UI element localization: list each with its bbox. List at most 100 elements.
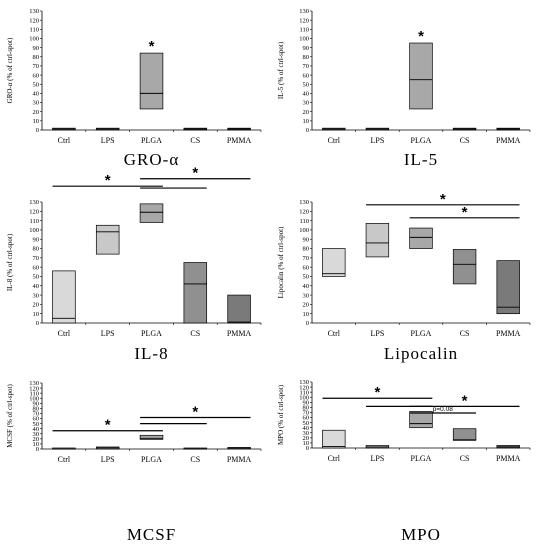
y-tick-label: 50 (33, 274, 40, 281)
y-tick-label: 130 (299, 8, 309, 15)
significance-star: * (192, 404, 198, 421)
y-tick-label: 50 (33, 421, 40, 428)
y-tick-label: 80 (303, 54, 310, 61)
y-tick-label: 90 (303, 236, 310, 243)
y-tick-label: 100 (299, 227, 309, 234)
y-tick-label: 80 (33, 246, 40, 253)
box-lps (95, 224, 120, 255)
y-tick-label: 90 (33, 45, 40, 52)
y-tick-label: 120 (29, 17, 39, 24)
y-tick-label: 40 (303, 91, 310, 98)
y-tick-label: 10 (33, 441, 40, 448)
y-tick-label: 90 (33, 236, 40, 243)
y-tick-label: 60 (33, 72, 40, 79)
y-tick-label: 20 (33, 302, 40, 309)
y-tick-label: 50 (33, 81, 40, 88)
x-tick-label: Ctrl (328, 454, 341, 463)
y-tick-label: 40 (33, 91, 40, 98)
y-tick-label: 120 (299, 384, 309, 391)
significance-star: * (105, 417, 111, 434)
y-tick-label: 10 (303, 118, 310, 125)
significance-star: * (418, 28, 424, 45)
box-plga (139, 434, 164, 440)
chart-title: IL-8 (134, 344, 168, 363)
y-tick-label: 110 (29, 27, 39, 34)
box-pmma (496, 260, 520, 315)
box-plga (409, 42, 433, 110)
y-tick-label: 40 (303, 425, 310, 432)
significance-star: * (374, 384, 380, 401)
y-tick-label: 60 (303, 72, 310, 79)
y-tick-label: 30 (303, 100, 310, 107)
box-ctrl (322, 248, 346, 277)
y-tick-label: 80 (303, 246, 310, 253)
box-cs (452, 428, 477, 441)
y-tick-label: 100 (299, 36, 309, 43)
chart-panel-3: 0 10 20 30 40 50 60 70 80 90 100 110 120 130 IL-8 (% o… (6, 165, 262, 363)
x-tick-label: Ctrl (58, 136, 71, 145)
y-tick-label: 40 (33, 283, 40, 290)
y-tick-label: 30 (33, 431, 40, 438)
chart-title: MCSF (127, 525, 176, 544)
x-tick-label: Ctrl (328, 329, 341, 338)
y-tick-label: 60 (303, 415, 310, 422)
box-plga (139, 52, 164, 110)
y-tick-label: 80 (33, 406, 40, 413)
box-plga (409, 227, 433, 249)
y-tick-label: 60 (33, 416, 40, 423)
box-pmma (227, 294, 251, 324)
y-tick-label: 10 (33, 118, 40, 125)
significance-star: * (462, 204, 468, 221)
y-tick-label: 130 (29, 380, 39, 387)
y-axis-label: MPO (% of ctrl-spot) (277, 384, 285, 445)
y-tick-label: 90 (303, 45, 310, 52)
y-tick-label: 130 (29, 199, 39, 206)
y-tick-label: 70 (33, 411, 40, 418)
x-tick-label: PMMA (227, 136, 252, 145)
chart-title: MPO (401, 525, 441, 544)
y-axis-label: MCSF (% of ctrl-spot) (6, 384, 14, 448)
y-tick-label: 30 (303, 292, 310, 299)
y-tick-label: 120 (299, 209, 309, 216)
x-tick-label: LPS (371, 136, 385, 145)
x-tick-label: CS (460, 136, 470, 145)
x-tick-label: LPS (371, 329, 385, 338)
y-tick-label: 100 (29, 36, 39, 43)
x-tick-label: LPS (371, 454, 385, 463)
y-tick-label: 110 (299, 389, 309, 396)
y-tick-label: 10 (33, 311, 40, 318)
significance-star: * (462, 392, 468, 409)
y-tick-label: 100 (29, 395, 39, 402)
x-tick-label: LPS (101, 136, 115, 145)
y-tick-label: 110 (299, 27, 309, 34)
box-ctrl (52, 270, 76, 324)
y-tick-label: 20 (33, 436, 40, 443)
y-tick-label: 0 (306, 320, 309, 327)
y-tick-label: 0 (306, 445, 309, 452)
x-tick-label: CS (190, 455, 200, 464)
x-tick-label: PMMA (227, 455, 252, 464)
chart-title: IL-5 (404, 150, 438, 169)
y-tick-label: 40 (33, 426, 40, 433)
y-tick-label: 110 (299, 218, 309, 225)
x-tick-label: PMMA (496, 454, 521, 463)
x-tick-label: PMMA (496, 136, 521, 145)
chart-panel-2: 0 10 20 30 40 50 60 70 80 90 100 110 120 130 IL-5 (% o… (277, 8, 531, 169)
x-tick-label: Ctrl (58, 455, 71, 464)
y-tick-label: 70 (33, 255, 40, 262)
y-tick-label: 100 (299, 394, 309, 401)
y-tick-label: 20 (33, 109, 40, 116)
box-plga (139, 203, 164, 223)
y-tick-label: 120 (299, 17, 309, 24)
y-tick-label: 40 (303, 283, 310, 290)
significance-star: * (105, 172, 111, 189)
significance-star: * (192, 165, 198, 182)
y-tick-label: 80 (33, 54, 40, 61)
y-tick-label: 0 (36, 446, 39, 453)
significance-star: * (440, 191, 446, 208)
y-tick-label: 30 (33, 292, 40, 299)
y-tick-label: 70 (303, 63, 310, 70)
chart-panel-4: 0 10 20 30 40 50 60 70 80 90 100 110 120 130 Lipocalin… (277, 191, 531, 363)
